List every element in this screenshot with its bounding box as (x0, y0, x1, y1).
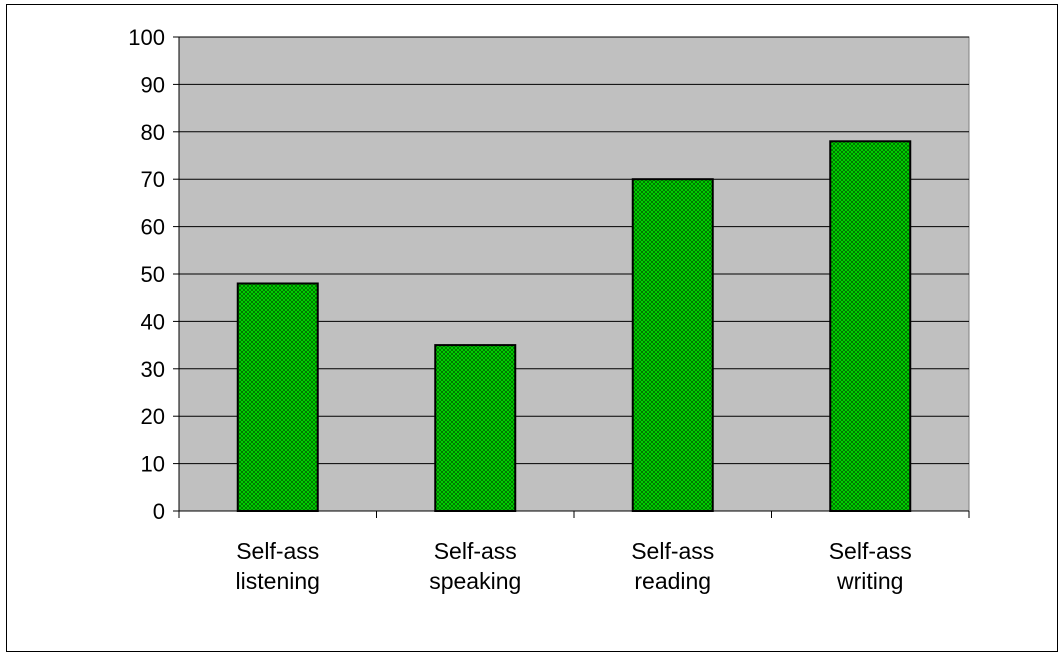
y-tick-label-30: 30 (141, 357, 165, 382)
bar-3 (829, 140, 912, 512)
bar-0 (236, 282, 319, 513)
chart-frame: 0 10 20 30 40 50 60 70 80 90 100 Self-ass listening… (6, 4, 1058, 652)
y-tick-labels: 0 10 20 30 40 50 60 70 80 90 100 (128, 25, 165, 524)
x-category-label-1-line-0: Self-ass (434, 538, 517, 564)
y-tick-label-10: 10 (141, 452, 165, 477)
y-tick-label-90: 90 (141, 72, 165, 97)
y-tick-label-40: 40 (141, 309, 165, 334)
y-tick-label-50: 50 (141, 262, 165, 287)
x-category-label-3-line-0: Self-ass (829, 538, 912, 564)
x-category-label-2: Self-ass reading (631, 538, 714, 594)
y-tick-label-20: 20 (141, 404, 165, 429)
x-category-label-3: Self-ass writing (829, 538, 912, 594)
bar-1 (434, 344, 517, 512)
axes (173, 36, 970, 518)
y-tick-label-100: 100 (128, 25, 165, 50)
x-category-label-0-line-1: listening (236, 568, 320, 594)
x-category-label-0: Self-ass listening (236, 538, 320, 594)
bar-2 (631, 178, 714, 512)
x-category-label-1: Self-ass speaking (429, 538, 521, 594)
x-category-label-3-line-1: writing (836, 568, 903, 594)
x-category-label-2-line-1: reading (634, 568, 711, 594)
y-tick-label-70: 70 (141, 167, 165, 192)
x-category-label-0-line-0: Self-ass (236, 538, 319, 564)
x-category-label-1-line-1: speaking (429, 568, 521, 594)
x-category-label-2-line-0: Self-ass (631, 538, 714, 564)
y-tick-label-60: 60 (141, 215, 165, 240)
bar-chart: 0 10 20 30 40 50 60 70 80 90 100 Self-ass listening… (128, 25, 970, 594)
y-tick-label-80: 80 (141, 120, 165, 145)
y-tick-label-0: 0 (153, 499, 165, 524)
